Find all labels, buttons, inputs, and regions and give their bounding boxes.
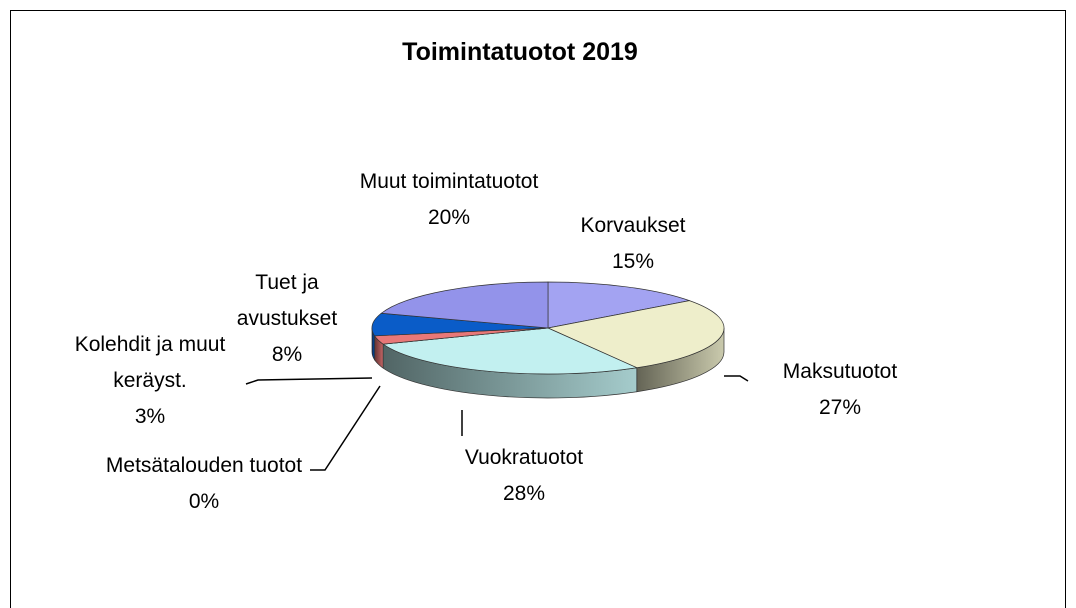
- slice: [382, 327, 639, 375]
- data-label: Muut toimintatuotot 20%: [354, 164, 544, 236]
- chart-title: Toimintatuotot 2019: [402, 38, 638, 66]
- category-label: Kolehdit ja muut keräyst.: [74, 333, 226, 392]
- data-label: Korvaukset 15%: [553, 208, 713, 280]
- category-label: Muut toimintatuotot: [359, 170, 539, 193]
- leader-line: [245, 377, 373, 385]
- data-label: Kolehdit ja muut keräyst. 3%: [60, 327, 240, 435]
- pie: [371, 281, 725, 399]
- category-label: Tuet ja avustukset: [236, 271, 338, 330]
- category-label: Vuokratuotot: [464, 446, 584, 469]
- value-label: 20%: [427, 206, 471, 229]
- category-label: Korvaukset: [580, 214, 686, 237]
- data-label: Metsätalouden tuotot 0%: [104, 448, 304, 520]
- leader-line: [724, 375, 749, 382]
- category-label: Maksutuotot: [782, 360, 898, 383]
- slice: [546, 300, 725, 369]
- slice: [547, 281, 691, 329]
- value-label: 15%: [611, 250, 655, 273]
- data-label: Vuokratuotot 28%: [439, 440, 609, 512]
- value-label: 28%: [502, 482, 546, 505]
- value-label: 8%: [271, 343, 303, 366]
- value-label: 27%: [818, 396, 862, 419]
- data-label: Maksutuotot 27%: [755, 354, 925, 426]
- leader-lines: [245, 375, 749, 471]
- slice: [380, 281, 549, 329]
- leader-line: [310, 385, 381, 471]
- value-label: 0%: [188, 490, 220, 513]
- category-label: Metsätalouden tuotot: [105, 454, 303, 477]
- value-label: 3%: [134, 405, 166, 428]
- data-label: Tuet ja avustukset 8%: [212, 265, 362, 373]
- chart-frame: [10, 10, 1066, 608]
